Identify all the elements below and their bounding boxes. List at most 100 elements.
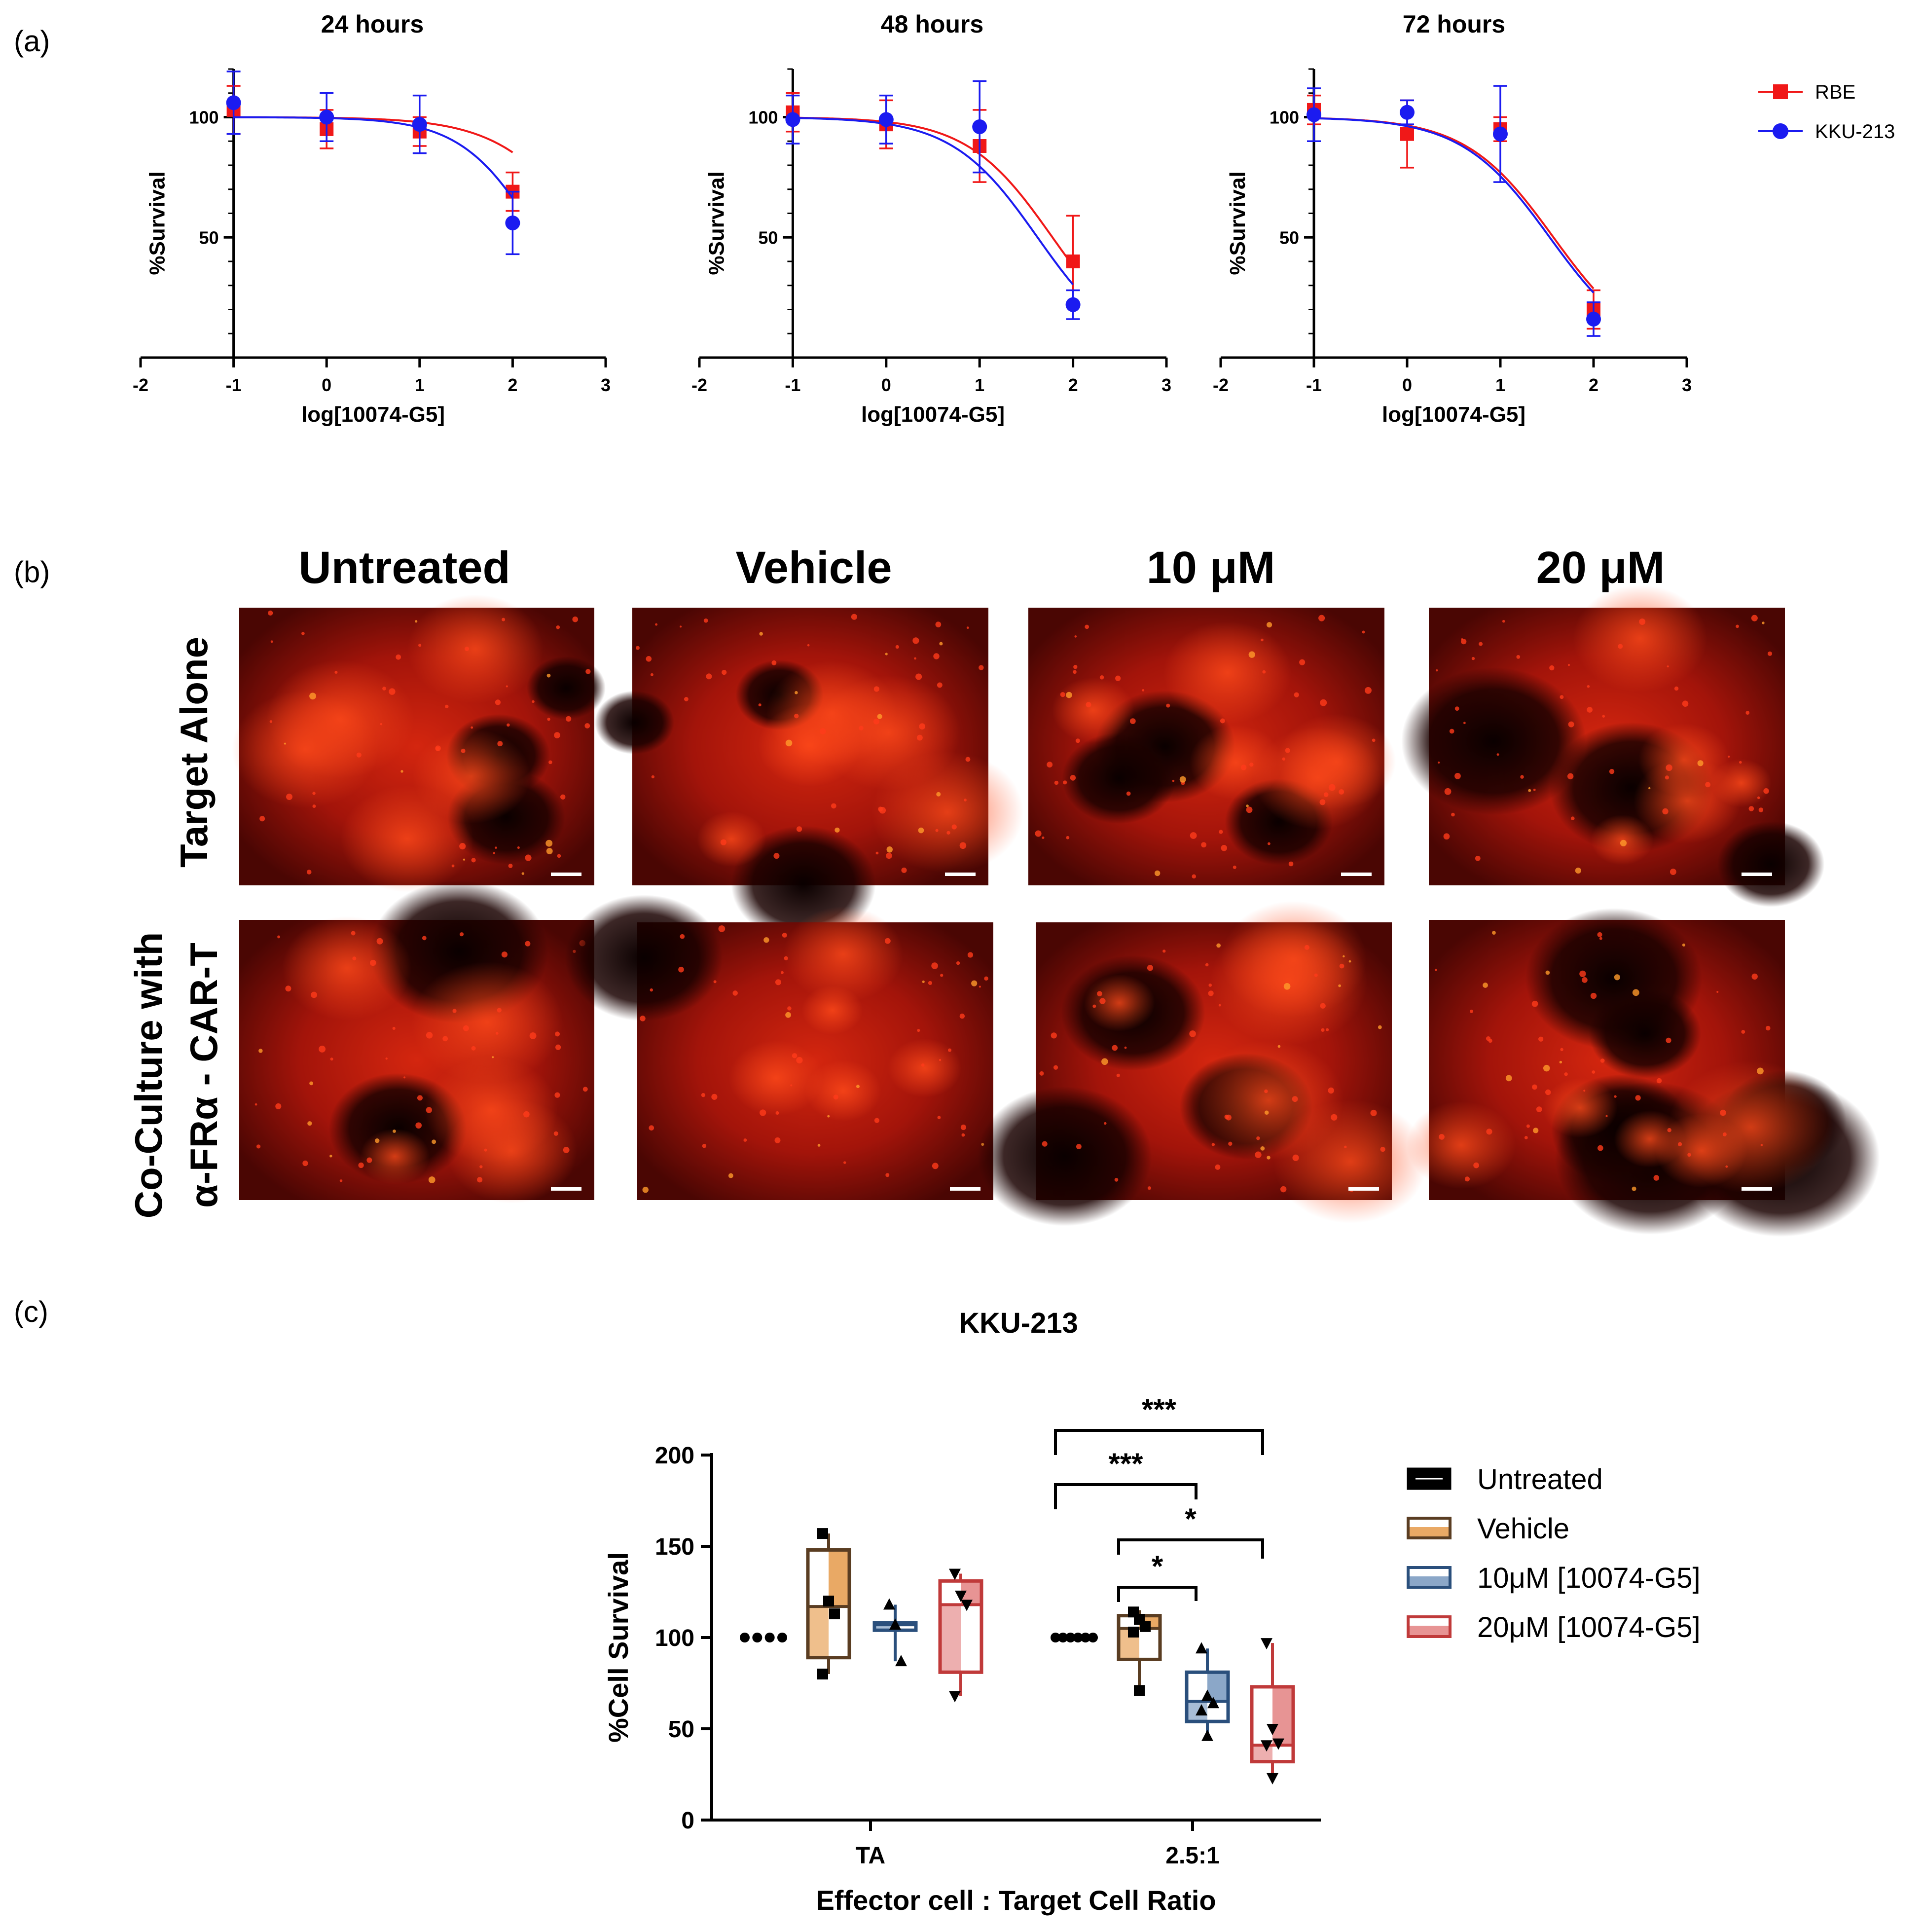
cell-speckle (1536, 1106, 1542, 1112)
cell-speckle (1261, 638, 1264, 642)
cell-speckle (392, 1026, 396, 1030)
cell-speckle (1172, 779, 1175, 782)
legend-rbe-label: RBE (1815, 81, 1855, 103)
cell-speckle (385, 1057, 388, 1060)
cell-speckle (1528, 789, 1531, 792)
cell-speckle (775, 1111, 779, 1115)
cell-speckle (758, 703, 762, 707)
cell-speckle (517, 846, 520, 849)
y-axis-label: %Survival (704, 171, 728, 275)
cell-speckle (1264, 1089, 1268, 1094)
panel-label-c: (c) (14, 1295, 48, 1328)
cell-speckle (1545, 1089, 1551, 1095)
cell-speckle (1725, 1165, 1728, 1168)
cell-speckle (794, 713, 799, 719)
cell-speckle (380, 723, 383, 726)
cell-speckle (919, 723, 926, 730)
cell-speckle (1218, 1004, 1221, 1007)
cell-speckle (785, 1012, 791, 1018)
bracket-line (1117, 1586, 1198, 1602)
cell-speckle (375, 1138, 380, 1143)
cell-speckle (1299, 659, 1306, 665)
bright-region (1052, 677, 1134, 743)
cell-speckle (1600, 1058, 1605, 1063)
cell-speckle (859, 726, 864, 730)
cell-speckle (1063, 780, 1067, 785)
bright-region (1573, 584, 1707, 693)
data-point (883, 1598, 895, 1610)
cell-speckle (1434, 969, 1437, 971)
cell-speckle (529, 1032, 537, 1039)
cell-speckle (951, 824, 957, 830)
cell-speckle (1436, 669, 1438, 672)
cell-speckle (1318, 615, 1325, 621)
cell-speckle (270, 640, 273, 643)
bracket-line (1054, 1483, 1198, 1509)
cell-speckle (1531, 1000, 1538, 1007)
cell-speckle (1240, 765, 1247, 770)
cell-speckle (886, 852, 892, 859)
cell-speckle (649, 1125, 654, 1131)
cell-speckle (1763, 788, 1769, 794)
cell-speckle (640, 1016, 646, 1021)
cell-speckle (1328, 784, 1336, 791)
cell-speckle (572, 616, 579, 622)
cell-speckle (795, 691, 798, 694)
cell-speckle (1233, 865, 1236, 869)
dark-region (978, 1086, 1152, 1226)
cell-speckle (1060, 692, 1065, 697)
cell-speckle (1280, 1186, 1287, 1193)
micrograph-target-alone-4 (1401, 584, 1825, 907)
cell-speckle (1496, 753, 1499, 756)
cell-speckle (1741, 1030, 1745, 1034)
cell-speckle (784, 956, 788, 960)
cell-speckle (1720, 1109, 1726, 1116)
y-tick-label: 100 (655, 1625, 694, 1651)
cell-speckle (546, 848, 553, 855)
cell-speckle (1086, 702, 1091, 708)
cell-speckle (1463, 722, 1466, 725)
cell-speckle (971, 980, 978, 986)
cell-speckle (680, 625, 682, 628)
cell-speckle (284, 742, 286, 745)
cell-speckle (984, 976, 988, 981)
cell-speckle (1074, 635, 1077, 638)
cell-speckle (1162, 949, 1166, 953)
cell-speckle (268, 610, 273, 616)
cell-speckle (873, 686, 879, 692)
cell-speckle (1099, 998, 1106, 1004)
box-outline (806, 1548, 851, 1660)
cell-speckle (720, 839, 726, 845)
x-tick-label: 2.5:1 (1165, 1843, 1219, 1869)
cell-speckle (646, 656, 652, 662)
micrograph-coculture-2 (565, 894, 993, 1200)
cell-speckle (680, 934, 685, 939)
cell-speckle (1454, 772, 1461, 779)
cell-speckle (959, 842, 967, 849)
cell-speckle (479, 1165, 483, 1168)
bright-region (1253, 727, 1382, 830)
dark-region (1717, 821, 1825, 907)
cell-speckle (1129, 718, 1136, 724)
cell-speckle (497, 1008, 502, 1013)
cell-speckle (442, 1036, 448, 1042)
data-point (1201, 1689, 1213, 1701)
cell-speckle (1344, 1145, 1347, 1148)
cell-speckle (484, 1148, 487, 1152)
cell-speckle (523, 1111, 530, 1118)
cell-speckle (901, 867, 907, 873)
cell-speckle (785, 739, 793, 747)
box-outline (1250, 1685, 1295, 1764)
cell-speckle (843, 1161, 846, 1164)
significance-label: * (1152, 1550, 1163, 1583)
significance-label: *** (1142, 1393, 1177, 1426)
cell-speckle (1473, 1162, 1479, 1168)
cell-speckle (780, 971, 784, 974)
cell-speckle (939, 1058, 942, 1061)
cell-speckle (277, 935, 280, 939)
data-point-kku (878, 112, 894, 127)
cell-speckle (415, 620, 418, 623)
cell-speckle (370, 959, 376, 966)
y-axis-label: %Survival (145, 171, 170, 275)
